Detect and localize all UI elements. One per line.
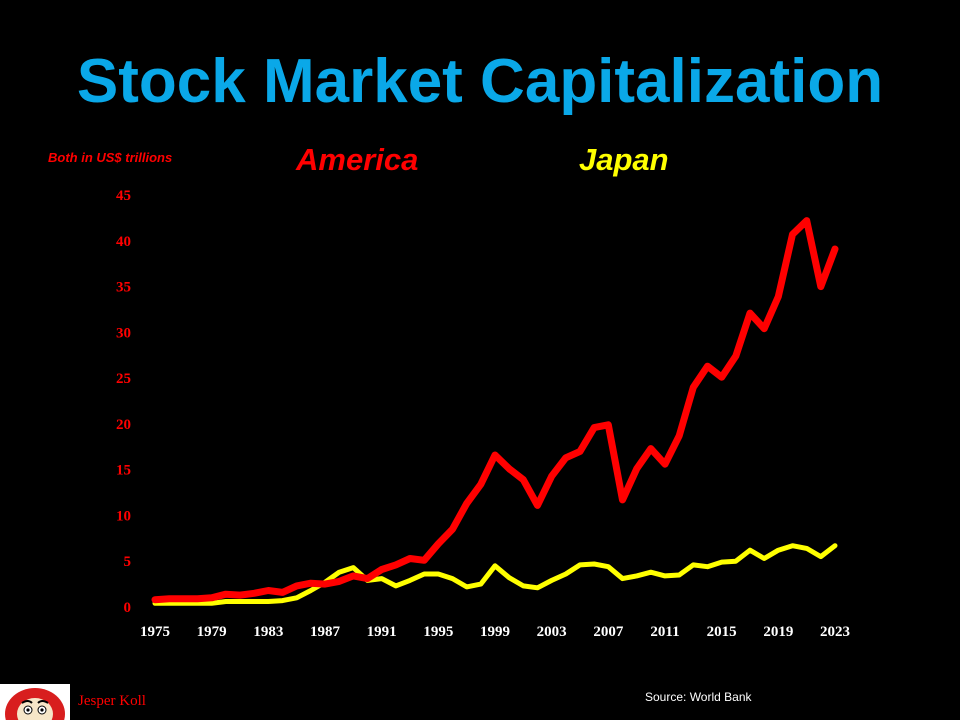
series-line-america xyxy=(151,217,839,604)
x-tick-label: 2011 xyxy=(650,624,679,640)
x-tick-label: 1995 xyxy=(423,624,453,640)
chart-title: Stock Market Capitalization xyxy=(76,47,884,116)
legend-japan: Japan xyxy=(579,142,669,177)
daruma-doll-icon xyxy=(0,684,70,720)
x-tick-label: 2019 xyxy=(763,624,793,640)
x-tick-label: 1975 xyxy=(140,624,170,640)
x-tick-label: 2007 xyxy=(593,624,624,640)
y-tick-label: 5 xyxy=(124,554,132,570)
x-tick-label: 1987 xyxy=(310,624,341,640)
y-tick-label: 15 xyxy=(116,463,131,479)
x-axis-ticks: 1975 1979 1983 1987 1991 1995 1999 2003 2007 2011… xyxy=(140,624,850,640)
y-tick-label: 10 xyxy=(116,508,131,524)
y-tick-label: 40 xyxy=(116,234,131,250)
legend-america: America xyxy=(296,142,419,177)
x-tick-label: 2003 xyxy=(537,624,567,640)
y-tick-label: 25 xyxy=(116,371,131,387)
y-tick-label: 35 xyxy=(116,280,131,296)
author-credit: Jesper Koll xyxy=(78,693,146,709)
x-tick-label: 1999 xyxy=(480,624,510,640)
x-tick-label: 1979 xyxy=(197,624,227,640)
y-tick-label: 0 xyxy=(124,600,132,616)
y-axis-ticks: 0 5 10 15 20 25 30 35 40 45 xyxy=(116,188,131,616)
source-note: Source: World Bank xyxy=(645,690,752,704)
x-tick-label: 2023 xyxy=(820,624,850,640)
y-tick-label: 20 xyxy=(116,417,131,433)
series-line-japan xyxy=(152,543,838,606)
x-tick-label: 1983 xyxy=(253,624,283,640)
y-tick-label: 30 xyxy=(116,325,131,341)
y-tick-label: 45 xyxy=(116,188,131,204)
x-tick-label: 1991 xyxy=(367,624,397,640)
series-lines xyxy=(151,217,839,606)
x-tick-label: 2015 xyxy=(707,624,737,640)
y-axis-units-label: Both in US$ trillions xyxy=(48,150,173,165)
